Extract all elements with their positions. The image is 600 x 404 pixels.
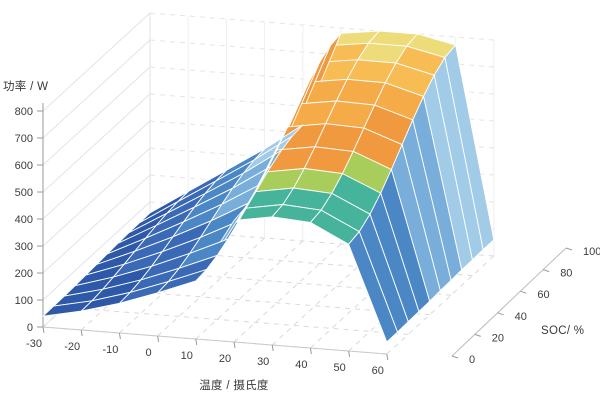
x-axis-tick: [157, 335, 160, 343]
x-axis-tick: [118, 332, 121, 340]
x-axis-tick: [42, 326, 45, 334]
z-tick-label: 100: [15, 295, 33, 307]
x-tick-label: -20: [64, 341, 80, 353]
x-tick-label: -10: [102, 344, 118, 356]
x-axis-tick: [271, 344, 274, 352]
y-axis-tick: [565, 247, 573, 251]
floor-grid-line: [107, 267, 452, 296]
y-tick-label: 20: [492, 332, 504, 344]
z-tick-label: 400: [15, 214, 33, 226]
wall-grid-line: [42, 147, 151, 247]
z-tick-label: 600: [15, 160, 33, 172]
x-axis-line: [42, 326, 387, 355]
floor-grid-line: [128, 248, 473, 277]
y-axis-tick: [543, 269, 550, 273]
z-tick-label: 500: [15, 187, 33, 199]
x-axis-tick: [386, 353, 389, 361]
wall-grid-line: [42, 174, 151, 274]
x-axis-title: 温度 / 摄氏度: [199, 380, 269, 392]
y-tick-label: 60: [537, 289, 549, 301]
floor-grid-line: [386, 255, 495, 355]
floor-grid-line: [64, 306, 409, 335]
x-tick-label: 20: [219, 353, 231, 365]
surface-facet: [348, 231, 398, 343]
wall-grid-line: [42, 66, 151, 166]
backwall-grid-line: [149, 12, 494, 41]
x-tick-label: 30: [257, 356, 269, 368]
floor-grid-line: [85, 287, 430, 316]
x-axis-tick: [309, 347, 312, 355]
y-axis-tick: [474, 333, 481, 337]
x-axis-tick: [348, 350, 351, 358]
floor-grid-line: [195, 240, 304, 340]
y-axis-tick: [497, 312, 504, 316]
x-tick-label: 10: [181, 350, 193, 362]
x-axis-tick: [195, 338, 198, 346]
y-axis-tick: [520, 290, 527, 294]
y-tick-label: 100: [583, 246, 600, 258]
wall-grid-line: [42, 93, 151, 193]
surface-facet: [42, 300, 93, 317]
z-axis-title: 功率 / W: [3, 81, 49, 93]
y-axis-title: SOC/ %: [541, 325, 585, 337]
y-tick-label: 40: [515, 311, 527, 323]
x-tick-label: 60: [372, 365, 384, 377]
y-axis-line: [451, 247, 567, 357]
wall-grid-line: [42, 120, 151, 220]
wall-grid-line: [42, 39, 151, 139]
y-axis-tick: [451, 355, 459, 359]
x-axis-tick: [233, 341, 236, 349]
backwall-grid-line: [149, 39, 494, 68]
x-axis-tick: [80, 329, 83, 337]
wall-grid-line: [42, 201, 151, 301]
floor-grid-line: [233, 243, 342, 343]
z-tick-label: 300: [15, 241, 33, 253]
y-tick-label: 0: [469, 354, 475, 366]
x-tick-label: 50: [333, 362, 345, 374]
z-tick-label: 0: [27, 322, 33, 334]
x-tick-label: 40: [295, 359, 307, 371]
floor-grid-line: [149, 228, 494, 257]
z-tick-label: 200: [15, 268, 33, 280]
wall-grid-line: [42, 12, 151, 112]
floor-grid-line: [157, 237, 265, 337]
x-tick-label: -30: [26, 338, 42, 350]
z-tick-label: 700: [15, 133, 33, 145]
x-tick-label: 0: [146, 347, 152, 359]
z-tick-label: 800: [15, 106, 33, 118]
y-tick-label: 80: [560, 268, 572, 280]
